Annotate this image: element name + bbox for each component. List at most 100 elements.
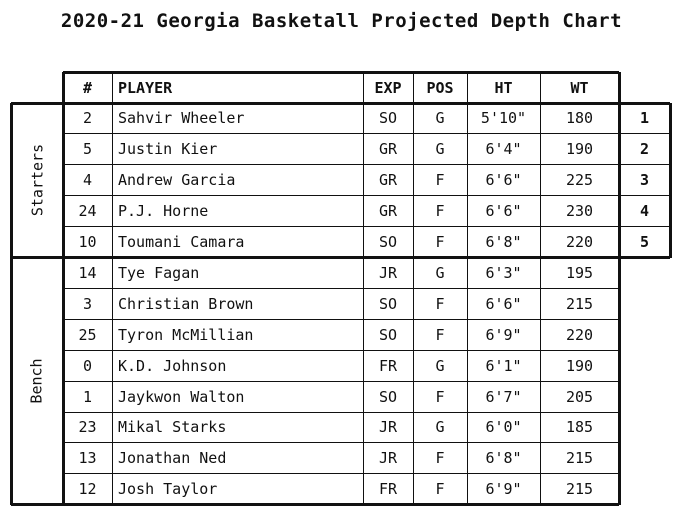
cell-wt: 215 bbox=[565, 449, 594, 468]
row-divider bbox=[619, 195, 670, 197]
cell-num: 25 bbox=[78, 325, 97, 344]
cell-player: Justin Kier bbox=[118, 140, 218, 159]
row-divider bbox=[63, 318, 619, 320]
column-header-num: # bbox=[82, 78, 93, 97]
header-bottom-border bbox=[11, 101, 670, 105]
cell-pos: F bbox=[435, 202, 445, 221]
cell-wt: 195 bbox=[565, 263, 594, 282]
column-header-ht: HT bbox=[494, 78, 513, 97]
cell-exp: JR bbox=[378, 418, 398, 437]
cell-player: Tyron McMillian bbox=[118, 325, 254, 344]
column-divider bbox=[539, 72, 541, 505]
cell-exp: SO bbox=[378, 109, 398, 128]
cell-wt: 230 bbox=[565, 202, 594, 221]
cell-ht: 6'6" bbox=[485, 202, 522, 221]
row-divider bbox=[63, 133, 619, 135]
cell-pos: G bbox=[435, 263, 445, 282]
cell-num: 0 bbox=[82, 356, 93, 375]
cell-num: 10 bbox=[78, 233, 97, 252]
cell-exp: GR bbox=[378, 171, 398, 190]
cell-pos: G bbox=[435, 356, 445, 375]
column-divider bbox=[617, 72, 621, 505]
cell-ht: 6'1" bbox=[485, 356, 522, 375]
starter-rank: 1 bbox=[639, 109, 650, 128]
cell-ht: 6'9" bbox=[485, 325, 522, 344]
cell-ht: 6'6" bbox=[485, 294, 522, 313]
cell-num: 3 bbox=[82, 294, 93, 313]
cell-wt: 215 bbox=[565, 294, 594, 313]
cell-player: Christian Brown bbox=[118, 294, 254, 313]
cell-exp: SO bbox=[378, 325, 398, 344]
cell-pos: F bbox=[435, 480, 445, 499]
column-header-pos: POS bbox=[426, 78, 454, 97]
cell-player: Jonathan Ned bbox=[118, 449, 227, 468]
group-divider bbox=[11, 256, 670, 259]
cell-exp: GR bbox=[378, 202, 398, 221]
column-divider bbox=[61, 72, 65, 505]
cell-pos: G bbox=[435, 140, 445, 159]
cell-pos: G bbox=[435, 109, 445, 128]
cell-ht: 6'6" bbox=[485, 171, 522, 190]
row-divider bbox=[63, 195, 619, 197]
cell-pos: F bbox=[435, 449, 445, 468]
row-divider bbox=[63, 226, 619, 228]
row-divider bbox=[619, 133, 670, 135]
cell-player: K.D. Johnson bbox=[118, 356, 227, 375]
column-header-wt: WT bbox=[570, 78, 589, 97]
cell-wt: 205 bbox=[565, 387, 594, 406]
cell-ht: 6'3" bbox=[485, 263, 522, 282]
left-border bbox=[9, 103, 13, 505]
cell-exp: FR bbox=[378, 480, 398, 499]
cell-player: Jaykwon Walton bbox=[118, 387, 245, 406]
cell-ht: 6'8" bbox=[485, 449, 522, 468]
starter-rank: 3 bbox=[639, 171, 650, 190]
cell-ht: 6'9" bbox=[485, 480, 522, 499]
cell-ht: 6'7" bbox=[485, 387, 522, 406]
cell-wt: 190 bbox=[565, 140, 594, 159]
cell-exp: SO bbox=[378, 387, 398, 406]
row-divider bbox=[619, 164, 670, 166]
cell-wt: 225 bbox=[565, 171, 594, 190]
cell-ht: 6'0" bbox=[485, 418, 522, 437]
cell-ht: 5'10" bbox=[480, 109, 527, 128]
cell-num: 23 bbox=[78, 418, 97, 437]
cell-player: Josh Taylor bbox=[118, 480, 218, 499]
row-divider bbox=[63, 287, 619, 289]
row-divider bbox=[63, 411, 619, 413]
table-bottom-border bbox=[11, 503, 619, 507]
row-divider bbox=[63, 380, 619, 382]
cell-num: 14 bbox=[78, 263, 97, 282]
cell-wt: 220 bbox=[565, 325, 594, 344]
cell-exp: JR bbox=[378, 263, 398, 282]
column-divider bbox=[362, 72, 364, 505]
cell-exp: SO bbox=[378, 294, 398, 313]
cell-pos: F bbox=[435, 387, 445, 406]
page-title: 2020-21 Georgia Basketall Projected Dept… bbox=[60, 10, 623, 32]
cell-num: 24 bbox=[78, 202, 97, 221]
cell-pos: F bbox=[435, 171, 445, 190]
cell-exp: GR bbox=[378, 140, 398, 159]
cell-exp: JR bbox=[378, 449, 398, 468]
cell-num: 2 bbox=[82, 109, 93, 128]
cell-pos: F bbox=[435, 294, 445, 313]
row-divider bbox=[63, 473, 619, 475]
cell-wt: 220 bbox=[565, 233, 594, 252]
rank-right-border bbox=[668, 103, 672, 258]
row-divider bbox=[63, 442, 619, 444]
starter-rank: 4 bbox=[639, 202, 650, 221]
cell-wt: 185 bbox=[565, 418, 594, 437]
cell-num: 4 bbox=[82, 171, 93, 190]
cell-player: Sahvir Wheeler bbox=[118, 109, 245, 128]
cell-num: 13 bbox=[78, 449, 97, 468]
cell-exp: FR bbox=[378, 356, 398, 375]
row-divider bbox=[63, 349, 619, 351]
cell-ht: 6'8" bbox=[485, 233, 522, 252]
cell-player: Andrew Garcia bbox=[118, 171, 236, 190]
row-divider bbox=[63, 164, 619, 166]
column-header-exp: EXP bbox=[374, 78, 402, 97]
cell-exp: SO bbox=[378, 233, 398, 252]
cell-pos: F bbox=[435, 325, 445, 344]
group-label-bench: Bench bbox=[28, 358, 46, 404]
cell-ht: 6'4" bbox=[485, 140, 522, 159]
cell-player: Toumani Camara bbox=[118, 233, 245, 252]
